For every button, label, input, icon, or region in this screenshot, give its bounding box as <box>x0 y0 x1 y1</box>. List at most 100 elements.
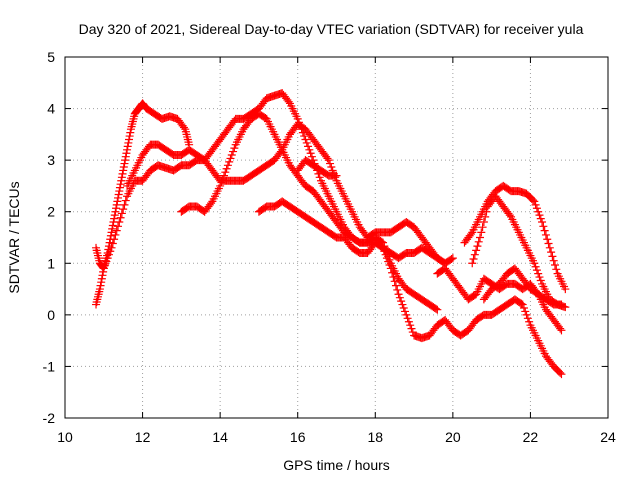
data-point <box>106 247 115 256</box>
data-point <box>539 222 548 231</box>
series-track-1 <box>92 99 194 309</box>
x-tick-label: 22 <box>523 429 539 445</box>
data-point <box>532 204 541 213</box>
data-point <box>379 243 388 252</box>
data-point <box>179 123 188 132</box>
data-point <box>394 290 403 299</box>
data-point <box>385 261 394 270</box>
data-point <box>119 205 128 214</box>
data-point <box>474 237 483 246</box>
data-point <box>218 175 227 184</box>
x-tick-label: 14 <box>212 429 228 445</box>
data-point <box>398 300 407 309</box>
data-point <box>556 324 565 333</box>
data-point <box>532 266 541 275</box>
data-point <box>110 211 119 220</box>
data-point <box>548 252 557 261</box>
data-point <box>522 310 531 319</box>
data-point <box>119 166 128 175</box>
data-point <box>536 276 545 285</box>
data-point <box>284 97 293 106</box>
series-track-10 <box>293 156 341 180</box>
data-point <box>323 154 332 163</box>
y-tick-label: -1 <box>43 358 56 374</box>
data-point <box>114 190 123 199</box>
data-point <box>117 209 126 218</box>
data-point <box>96 281 105 290</box>
x-tick-label: 20 <box>445 429 461 445</box>
data-point <box>125 132 134 141</box>
data-point <box>406 321 415 330</box>
data-point <box>324 156 333 165</box>
data-point <box>557 326 566 335</box>
data-point <box>220 171 229 180</box>
plot-frame <box>64 56 609 419</box>
data-point <box>468 259 477 268</box>
data-point <box>122 149 131 158</box>
data-point <box>305 145 314 154</box>
data-point <box>229 147 238 156</box>
data-point <box>117 176 126 185</box>
data-point <box>523 314 532 323</box>
data-point <box>297 125 306 134</box>
data-point <box>298 128 307 137</box>
data-point <box>390 277 399 286</box>
data-point <box>116 180 125 189</box>
x-tick-label: 10 <box>57 429 73 445</box>
data-point <box>386 264 395 273</box>
data-point <box>121 156 130 165</box>
data-point <box>550 261 559 270</box>
series-track-5 <box>254 197 566 379</box>
data-point <box>377 242 386 251</box>
data-point <box>120 200 129 209</box>
x-tick-label: 18 <box>367 429 383 445</box>
data-point <box>478 223 487 232</box>
data-point <box>112 200 121 209</box>
x-tick-label: 24 <box>600 429 616 445</box>
data-point <box>327 163 336 172</box>
data-point <box>124 135 133 144</box>
data-point <box>535 211 544 220</box>
data-point <box>473 242 482 251</box>
y-tick-label: 0 <box>47 307 55 323</box>
data-point <box>549 256 558 265</box>
data-point <box>401 307 410 316</box>
data-point <box>404 317 413 326</box>
data-point <box>116 213 125 222</box>
data-point <box>525 317 534 326</box>
data-point <box>223 161 232 170</box>
data-point <box>382 254 391 263</box>
data-point <box>95 285 104 294</box>
data-point <box>543 235 552 244</box>
data-point <box>433 305 442 314</box>
data-point <box>561 285 570 294</box>
data-point <box>521 307 530 316</box>
data-point <box>114 193 123 202</box>
data-point <box>395 293 404 302</box>
data-point <box>381 250 390 259</box>
y-tick-label: 2 <box>47 204 55 220</box>
data-point <box>101 261 110 270</box>
y-tick-label: 4 <box>47 101 55 117</box>
data-point <box>332 171 341 180</box>
data-point <box>536 214 545 223</box>
data-point <box>97 274 106 283</box>
data-point <box>529 196 538 205</box>
x-tick-label: 16 <box>290 429 306 445</box>
data-point <box>470 250 479 259</box>
data-point <box>547 248 556 257</box>
data-point <box>227 150 236 159</box>
data-point <box>113 197 122 206</box>
data-point <box>123 145 132 154</box>
data-point <box>97 278 106 287</box>
data-point <box>307 152 316 161</box>
data-point <box>388 268 397 277</box>
data-point <box>402 310 411 319</box>
data-point <box>541 230 550 239</box>
data-point <box>123 142 132 151</box>
data-point <box>301 135 310 144</box>
data-point <box>302 138 311 147</box>
x-tick-label: 12 <box>135 429 151 445</box>
